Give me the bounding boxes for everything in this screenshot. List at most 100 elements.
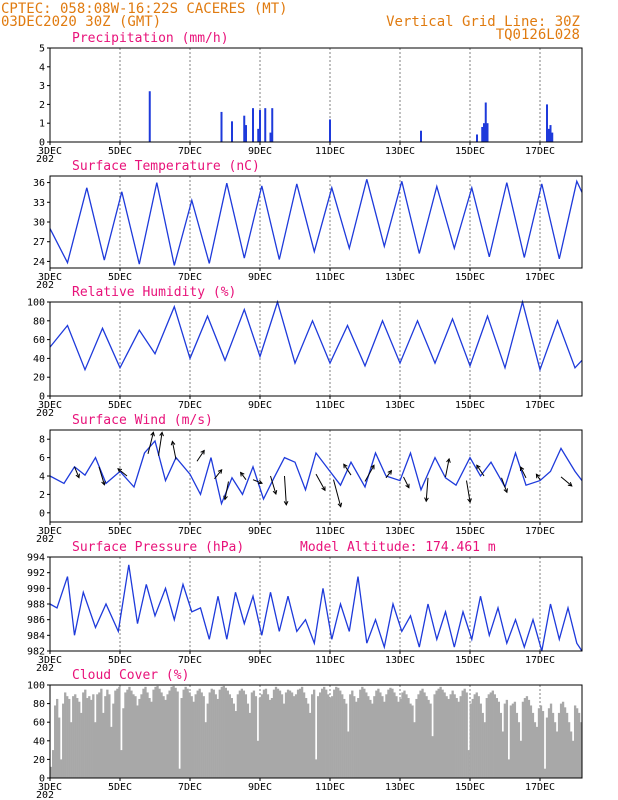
- cloud-bar: [120, 750, 123, 778]
- cloud-bar: [551, 712, 555, 778]
- cloud-bar: [114, 690, 117, 778]
- wind-arrow-head: [150, 431, 155, 437]
- cloud-bar: [321, 688, 324, 778]
- cloud-bar: [455, 698, 458, 778]
- cloud-bar: [96, 694, 99, 778]
- cloud-bar: [435, 690, 438, 778]
- wind-arrow: [252, 479, 263, 484]
- cloud-bar: [381, 696, 384, 778]
- precipitation-x-tick-label: 11DEC: [315, 146, 345, 157]
- wind-arrow: [425, 477, 429, 502]
- cloud-bar: [429, 703, 432, 778]
- temperature-x-tick-label: 7DEC: [178, 272, 202, 283]
- wind-arrow-head: [476, 464, 481, 470]
- cloud-bar: [56, 698, 59, 778]
- cloud-bar: [533, 722, 537, 778]
- precip-bar: [264, 108, 267, 142]
- precipitation-x-tick-label: 9DEC: [248, 146, 272, 157]
- cloud-bar: [335, 686, 338, 778]
- cloud-bar: [260, 694, 264, 778]
- cloud-bar: [94, 722, 97, 778]
- wind-arrow: [158, 432, 163, 456]
- cloud-bar: [475, 692, 478, 778]
- cloud-bar: [218, 689, 221, 778]
- pressure-y-tick-label: 988: [27, 600, 45, 611]
- cloud-bar: [232, 703, 235, 778]
- pressure-series-line: [49, 564, 583, 652]
- cloud-bar: [128, 686, 131, 778]
- precipitation-y-tick-label: 3: [39, 81, 45, 92]
- humidity-x-tick-label: 13DEC: [385, 400, 415, 411]
- cloud-bar: [511, 703, 515, 778]
- cloud-bar: [132, 694, 135, 778]
- cloud-bar: [172, 685, 175, 778]
- cloud-bar: [507, 759, 511, 778]
- cloud-bar: [140, 694, 143, 778]
- cloud-bar: [353, 696, 356, 778]
- cloud-bar: [58, 717, 61, 778]
- cloud-bar: [319, 692, 322, 778]
- pressure-x-tick-label: 5DEC: [108, 655, 132, 666]
- wind-arrow-head: [343, 463, 348, 469]
- wind-arrow-head: [467, 498, 472, 504]
- cloud-bar: [308, 712, 312, 778]
- cloud-bar: [509, 705, 513, 778]
- cloud-bar: [577, 712, 581, 778]
- cloud-bar: [274, 686, 278, 778]
- temperature-y-tick-label: 36: [33, 178, 45, 189]
- cloud-bar: [573, 705, 577, 778]
- cloud-bar: [347, 731, 350, 778]
- cloud-title: Cloud Cover (%): [72, 668, 189, 683]
- cloud-bar: [505, 699, 509, 778]
- wind-arrow-head: [503, 488, 508, 494]
- cloud-bar: [399, 698, 402, 778]
- cloud-bar: [182, 689, 185, 778]
- cloud-bar: [78, 701, 81, 778]
- wind-arrow: [147, 432, 154, 455]
- cloud-bar: [174, 687, 177, 778]
- wind-arrow: [403, 476, 410, 488]
- cloud-bar: [491, 690, 494, 778]
- wind-frame: [49, 429, 583, 523]
- cloud-bar: [300, 686, 304, 778]
- cloud-bar: [284, 692, 288, 778]
- humidity-frame: [49, 301, 583, 397]
- pressure-y-tick-label: 994: [27, 553, 45, 564]
- wind-x-tick-label: 5DEC: [108, 526, 132, 537]
- temperature-panel: 24 27 30 33 36 3DEC 5DEC 7DEC 9DEC 11DEC 13DEC 15DE…: [33, 159, 583, 291]
- cloud-bar: [246, 703, 250, 778]
- cloud-bar: [248, 712, 252, 778]
- pressure-y-tick-label: 986: [27, 615, 45, 626]
- cloud-bar: [527, 699, 531, 778]
- cloud-y-tick-label: 0: [39, 774, 45, 785]
- precip-bar: [546, 104, 548, 142]
- cloud-bar: [459, 696, 462, 778]
- wind-arrow: [171, 441, 177, 460]
- cloud-bar: [256, 740, 260, 778]
- cloud-bar: [282, 703, 286, 778]
- cloud-bar: [150, 701, 153, 778]
- cloud-bar: [535, 726, 539, 778]
- cloud-bar: [341, 694, 344, 778]
- cloud-bar: [493, 694, 496, 778]
- cloud-x-start-label: 202: [36, 790, 54, 800]
- cloud-bar: [88, 696, 91, 778]
- cloud-x-tick-label: 13DEC: [385, 782, 415, 793]
- cloud-bar: [102, 712, 105, 778]
- cloud-bar: [383, 701, 386, 778]
- cloud-bar: [240, 688, 244, 778]
- precip-bar: [220, 111, 223, 142]
- precipitation-x-tick-label: 7DEC: [178, 146, 202, 157]
- wind-arrow-head: [101, 480, 106, 486]
- wind-arrow: [466, 480, 471, 503]
- wind-arrow-head: [321, 486, 326, 492]
- wind-x-tick-label: 3DEC: [38, 526, 62, 537]
- wind-arrow: [117, 468, 128, 477]
- cloud-bar: [148, 698, 151, 778]
- cloud-bar: [481, 712, 484, 778]
- cloud-bar: [118, 686, 121, 778]
- cloud-bar: [194, 694, 197, 778]
- cloud-bar: [579, 722, 583, 778]
- cloud-bar: [413, 722, 416, 778]
- cloud-bar: [443, 692, 446, 778]
